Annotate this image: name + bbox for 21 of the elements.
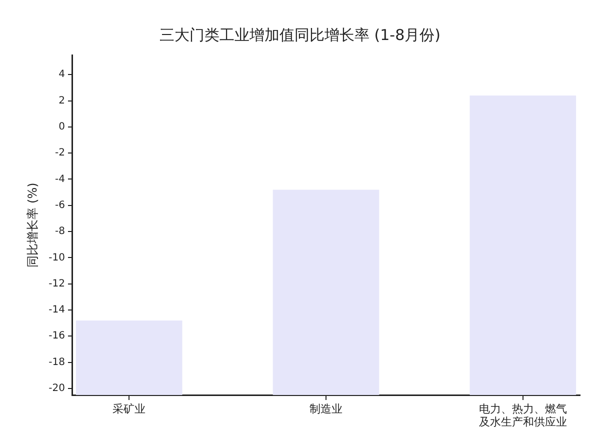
y-tick-label: -16	[48, 330, 65, 342]
bar	[272, 190, 380, 395]
x-tick-label: 电力、热力、燃气及水生产和供应业	[478, 402, 567, 429]
y-tick-label: 0	[58, 122, 65, 133]
y-tick-label: -20	[48, 383, 65, 394]
y-tick-label: -12	[48, 278, 65, 290]
y-tick-label: -2	[55, 148, 65, 159]
y-tick-label: 2	[58, 95, 65, 106]
bar	[76, 320, 182, 395]
y-tick-label: -10	[48, 252, 65, 264]
y-tick-label: 4	[58, 69, 65, 80]
y-tick-label: -4	[55, 174, 65, 185]
chart-title: 三大门类工业增加值同比增长率 (1-8月份)	[160, 26, 440, 44]
x-tick-label: 制造业	[310, 402, 342, 416]
y-axis-title: 同比增长率 (%)	[25, 182, 40, 268]
bar	[470, 96, 576, 395]
y-tick-label: -14	[48, 304, 65, 316]
y-tick-label: -18	[48, 356, 65, 368]
x-tick-label: 采矿业	[112, 402, 146, 416]
y-tick-label: -6	[55, 200, 65, 211]
y-tick-label: -8	[55, 226, 65, 238]
